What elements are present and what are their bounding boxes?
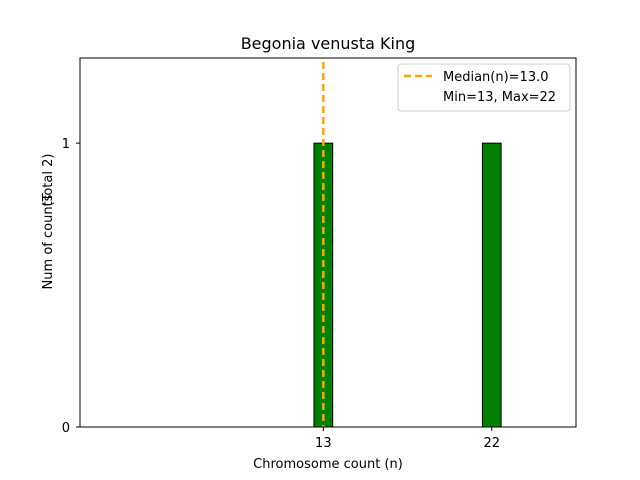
y-tick-label-0: 0 bbox=[62, 421, 70, 436]
plot-frame bbox=[79, 57, 577, 428]
legend-entry-min-max: Min=13, Max=22 bbox=[443, 90, 556, 105]
chart-title: Begonia venusta King bbox=[241, 34, 416, 53]
y-axis-label: Num of counts bbox=[41, 194, 56, 289]
legend: Median(n)=13.0 Min=13, Max=22 bbox=[397, 63, 571, 112]
y-axis-total-note: (Total 2) bbox=[41, 154, 56, 207]
x-tick-label-22: 22 bbox=[484, 436, 501, 451]
legend-entry-median: Median(n)=13.0 bbox=[443, 70, 549, 85]
y-ticks: 01 bbox=[62, 137, 80, 436]
bars-layer bbox=[313, 142, 502, 428]
x-axis-label: Chromosome count (n) bbox=[253, 457, 403, 472]
legend-box bbox=[397, 63, 571, 112]
bar-22 bbox=[481, 142, 502, 428]
x-ticks: 13 22 bbox=[315, 427, 500, 451]
x-tick-label-13: 13 bbox=[315, 436, 332, 451]
y-tick-label-1: 1 bbox=[62, 137, 70, 152]
